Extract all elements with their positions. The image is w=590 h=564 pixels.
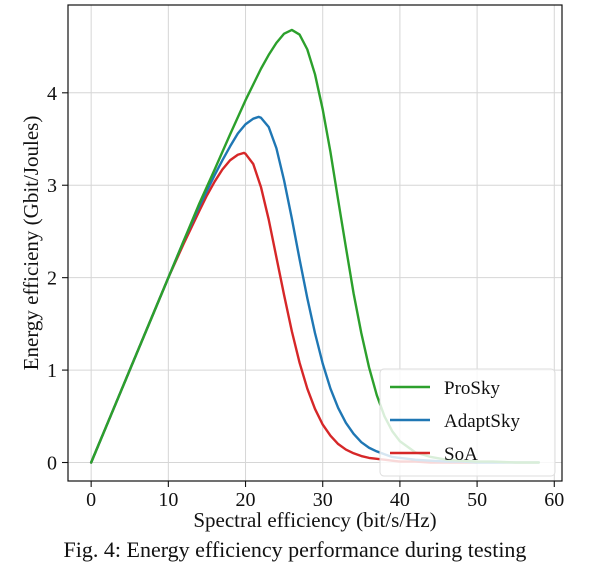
- x-tick-label-10: 10: [158, 489, 178, 511]
- x-tick-label-0: 0: [86, 489, 96, 511]
- legend-label-adaptsky: AdaptSky: [444, 411, 521, 432]
- legend-label-prosky: ProSky: [444, 378, 500, 399]
- x-tick-label-30: 30: [313, 489, 333, 511]
- x-tick-label-40: 40: [390, 489, 410, 511]
- x-tick-label-20: 20: [236, 489, 256, 511]
- x-axis-title: Spectral efficiency (bit/s/Hz): [193, 508, 436, 532]
- y-tick-label-3: 3: [47, 175, 57, 197]
- x-tick-label-50: 50: [467, 489, 487, 511]
- y-tick-label-2: 2: [47, 268, 57, 290]
- y-axis-title: Energy efficieny (Gbit/Joules): [19, 116, 43, 371]
- legend-label-soa: SoA: [444, 444, 478, 465]
- legend-box: [379, 368, 556, 477]
- axis-ticks: 0 10 20 30 40 50 60 0 1 2 3 4: [47, 83, 564, 511]
- figure-caption: Fig. 4: Energy efficiency performance du…: [64, 537, 527, 562]
- plot-frame: [67, 4, 563, 482]
- legend: ProSky AdaptSky SoA: [379, 368, 556, 477]
- y-tick-label-0: 0: [47, 453, 57, 475]
- y-tick-label-1: 1: [47, 360, 57, 382]
- x-tick-label-60: 60: [544, 489, 564, 511]
- grid: [68, 5, 562, 481]
- y-tick-label-4: 4: [47, 83, 57, 105]
